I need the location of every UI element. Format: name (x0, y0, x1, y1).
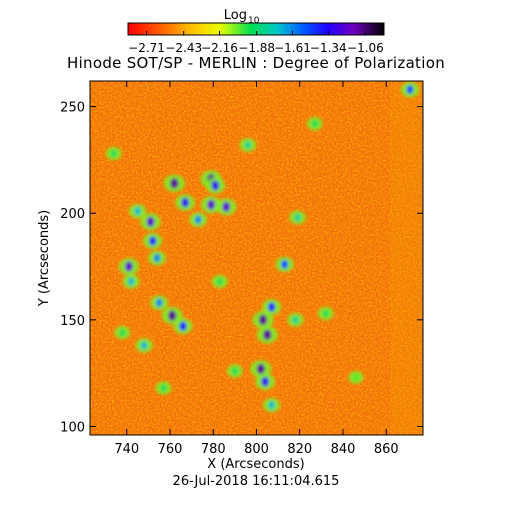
plot-image (90, 81, 423, 435)
feature-core (119, 328, 126, 337)
feature-core (244, 141, 251, 149)
field-limb-brightening (390, 81, 423, 435)
colorbar-title: Log 10 (224, 8, 260, 26)
colorbar-tick-label: −1.34 (310, 41, 347, 55)
x-tick-label: 800 (244, 442, 269, 457)
feature-core (207, 199, 215, 210)
feature-core (268, 401, 275, 410)
feature-core (181, 197, 189, 208)
timestamp: 26-Jul-2018 16:11:04.615 (173, 474, 340, 489)
feature-core (160, 384, 167, 392)
polarization-features (105, 81, 420, 413)
feature-core (268, 302, 276, 312)
chart-title: Hinode SOT/SP - MERLIN : Degree of Polar… (67, 54, 445, 72)
y-tick-label: 100 (60, 420, 85, 435)
feature-core (153, 253, 161, 263)
y-tick-label: 150 (60, 314, 85, 329)
feature-core (281, 259, 289, 269)
feature-core (292, 315, 299, 324)
feature-core (140, 341, 148, 350)
colorbar-tick-label: −2.43 (165, 41, 202, 55)
feature-core (406, 85, 414, 95)
x-tick-label: 760 (158, 442, 183, 457)
feature-core (146, 216, 155, 227)
feature-core (231, 367, 238, 375)
y-tick-label: 200 (60, 207, 85, 222)
feature-core (127, 277, 135, 286)
feature-core (256, 363, 265, 375)
colorbar (127, 22, 385, 36)
colorbar-tick-label: −1.88 (238, 41, 275, 55)
y-axis-label: Y (Arcseconds) (37, 210, 52, 307)
colorbar-title-base: Log (224, 8, 247, 23)
feature-core (125, 261, 133, 272)
x-axis-label: X (Arcseconds) (207, 457, 304, 472)
x-tick-label: 840 (331, 442, 356, 457)
feature-core (211, 180, 220, 191)
feature-core (261, 376, 269, 387)
x-tick-label: 740 (114, 442, 139, 457)
y-tick-label: 250 (60, 101, 85, 116)
x-tick-label: 860 (374, 442, 399, 457)
x-tick-label: 820 (287, 442, 312, 457)
feature-core (170, 178, 179, 189)
feature-core (263, 329, 272, 341)
feature-core (312, 119, 318, 128)
feature-core (322, 309, 329, 318)
feature-core (168, 310, 177, 321)
feature-core (155, 298, 163, 308)
feature-core (134, 206, 141, 216)
colorbar-ticks: −2.71 −2.43 −2.16 −1.88 −1.61 −1.34 −1.06 (128, 31, 384, 55)
feature-core (222, 201, 231, 212)
y-axis-ticks: 100 150 200 250 (60, 101, 423, 435)
feature-core (258, 314, 268, 326)
colorbar-tick-label: −1.06 (347, 41, 384, 55)
colorbar-title-subscript: 10 (248, 16, 260, 26)
feature-core (149, 236, 157, 246)
x-tick-label: 780 (201, 442, 226, 457)
feature-core (194, 215, 202, 224)
feature-core (179, 321, 187, 331)
feature-core (110, 149, 117, 158)
feature-core (216, 277, 223, 286)
feature-core (294, 213, 301, 222)
colorbar-tick-label: −2.16 (201, 41, 238, 55)
colorbar-tick-label: −1.61 (274, 41, 311, 55)
x-axis-ticks: 740 760 780 800 820 840 860 (114, 81, 399, 457)
feature-core (353, 373, 359, 381)
colorbar-tick-label: −2.71 (128, 41, 165, 55)
